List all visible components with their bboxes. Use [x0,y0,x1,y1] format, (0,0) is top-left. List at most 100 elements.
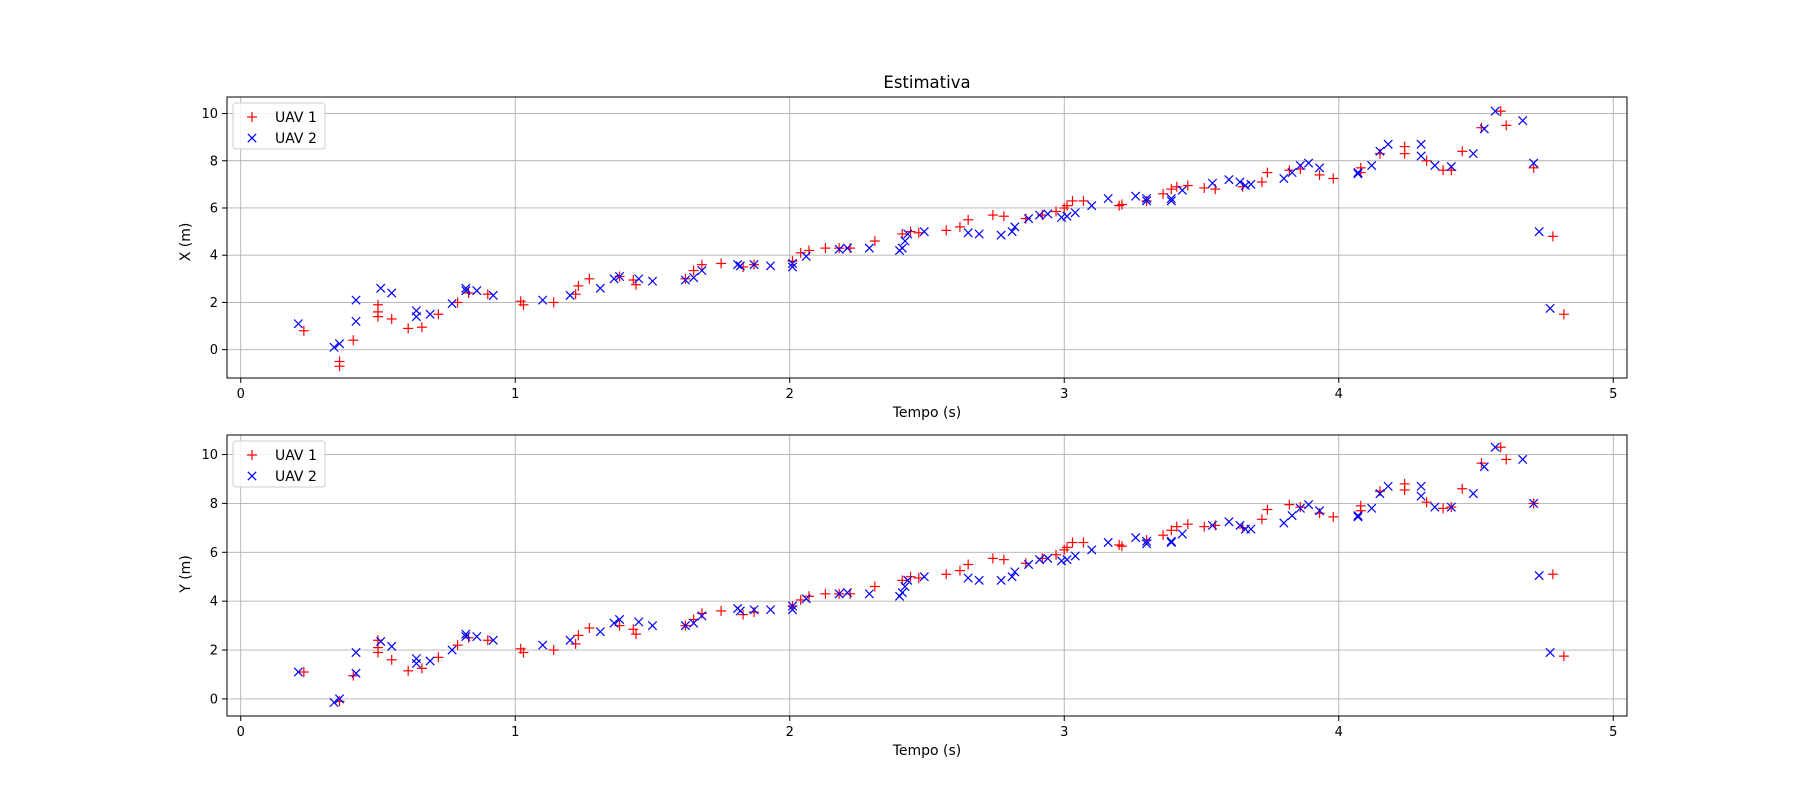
data-point [614,614,625,625]
x-stroke [447,645,457,655]
data-point [689,618,699,628]
x-stroke [1141,536,1152,546]
data-point [913,572,924,583]
x-stroke [647,276,658,286]
data-point [1353,167,1363,178]
data-point [584,623,595,634]
data-point [974,229,984,239]
data-point [749,607,760,618]
x-stroke [387,288,397,298]
legend-box [232,102,326,150]
x-stroke [1246,524,1256,534]
x-stroke [1177,529,1187,539]
data-point [461,283,471,293]
data-point [1199,182,1210,193]
x-stroke [1353,169,1363,179]
data-point [900,236,910,246]
data-point [1457,146,1468,157]
x-stroke [1353,512,1363,522]
x-stroke [1166,196,1176,206]
data-point [1166,196,1176,206]
data-point [1383,139,1393,149]
data-point [1279,518,1289,528]
data-point [1490,106,1500,116]
x-stroke [801,251,811,262]
data-point [1367,160,1377,171]
data-point [897,587,907,598]
data-point [697,611,707,621]
data-point [787,256,798,267]
data-point [1007,226,1017,237]
y-axis-label: X (m) [178,223,194,262]
x-stroke [1177,185,1187,195]
data-point [680,275,691,285]
data-point [1062,542,1072,553]
data-point [570,289,581,300]
data-point [329,697,339,708]
data-point [1182,180,1193,191]
data-point [1131,191,1141,201]
data-point [795,247,806,258]
x-tick-label: 0 [237,725,245,740]
data-point [963,573,973,583]
data-point [1051,549,1062,560]
data-point [689,273,699,283]
data-point [680,273,691,284]
data-point [735,261,745,271]
data-point [348,335,359,346]
x-tick-label: 2 [786,725,794,740]
data-point [565,290,575,300]
x-stroke [787,262,798,272]
data-point [1199,521,1210,532]
x-stroke [1287,511,1297,521]
data-point [1558,651,1569,662]
data-point [411,311,422,322]
x-stroke [1224,517,1234,527]
x-stroke [1034,554,1045,565]
data-point [1224,175,1234,185]
data-point [996,230,1006,240]
x-stroke [1446,502,1456,512]
data-point [716,605,727,616]
data-point [1034,554,1045,565]
x-stroke [461,286,471,296]
data-point [488,290,498,300]
data-point [1430,502,1440,512]
x-stroke [1534,226,1544,237]
x-stroke [1166,536,1176,546]
data-point [1534,226,1544,237]
data-point [1545,647,1555,658]
data-point [1166,193,1176,204]
data-point [688,265,699,276]
data-point [351,295,361,305]
x-stroke [1087,545,1097,555]
data-point [386,654,397,665]
data-point [716,258,727,269]
data-point [749,605,759,615]
x-stroke [1295,503,1305,513]
series-uav-2 [293,442,1555,708]
data-point [963,214,974,225]
data-point [1547,231,1558,242]
data-point [1457,483,1468,494]
data-point [1468,149,1478,159]
data-point [903,229,913,239]
x-stroke [351,316,361,326]
x-stroke [1087,200,1097,211]
x-stroke [1166,537,1176,548]
x-stroke [387,641,397,651]
data-point [595,627,605,637]
x-stroke [749,605,759,615]
data-point [518,647,529,658]
x-stroke [1279,518,1289,528]
data-point [634,617,644,627]
data-point [387,288,397,298]
data-point [1303,158,1314,168]
data-point [842,587,853,598]
data-point [1043,553,1053,564]
data-point [1518,115,1528,126]
x-stroke [1416,491,1426,501]
plot-y-estimate: Tempo (s) Y (m) 0 1 2 3 4 5 0 2 4 6 8 10 UAV 1 UAV 2 [178,434,1628,759]
data-point [897,243,907,253]
